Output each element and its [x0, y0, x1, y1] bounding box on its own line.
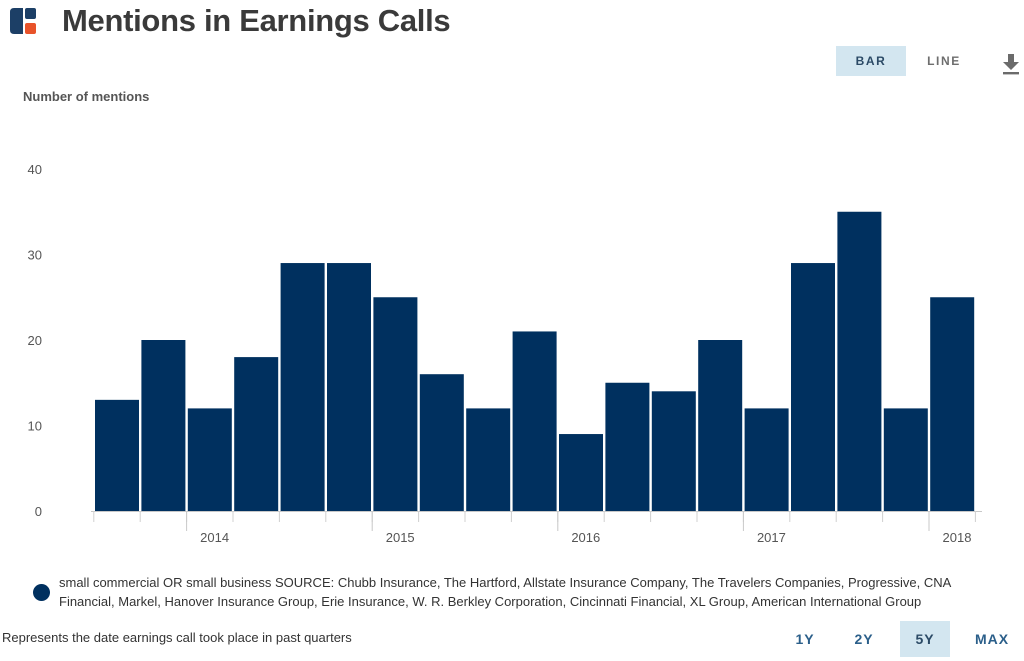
- bar[interactable]: [883, 408, 928, 511]
- bar[interactable]: [327, 263, 371, 511]
- y-tick-label: 0: [35, 504, 42, 519]
- bar[interactable]: [930, 297, 975, 511]
- bar-view-button[interactable]: BAR: [836, 46, 906, 76]
- bar[interactable]: [651, 391, 696, 511]
- range-2y-button[interactable]: 2Y: [843, 621, 885, 657]
- legend-label[interactable]: small commercial OR small business SOURC…: [59, 575, 951, 609]
- x-tick-label: 2017: [757, 530, 786, 545]
- x-tick-label: 2016: [571, 530, 600, 545]
- page-title: Mentions in Earnings Calls: [62, 3, 451, 38]
- bar[interactable]: [744, 408, 789, 511]
- range-5y-button[interactable]: 5Y: [900, 621, 950, 657]
- bar[interactable]: [698, 340, 743, 511]
- bar[interactable]: [419, 374, 464, 511]
- bar[interactable]: [95, 399, 139, 511]
- y-tick-label: 40: [28, 162, 42, 177]
- footnote: Represents the date earnings call took p…: [2, 630, 352, 645]
- legend-marker[interactable]: [33, 584, 50, 601]
- range-1y-button[interactable]: 1Y: [784, 621, 826, 657]
- bar[interactable]: [280, 263, 325, 511]
- range-max-button[interactable]: MAX: [966, 621, 1018, 657]
- bar[interactable]: [466, 408, 511, 511]
- bar[interactable]: [791, 263, 835, 511]
- bar[interactable]: [512, 331, 557, 511]
- bar[interactable]: [234, 357, 279, 511]
- line-view-button[interactable]: LINE: [910, 46, 978, 76]
- download-icon[interactable]: [1000, 52, 1022, 76]
- bar[interactable]: [187, 408, 232, 511]
- company-logo-icon: [10, 8, 36, 34]
- bar[interactable]: [837, 211, 882, 511]
- x-tick-label: 2015: [386, 530, 415, 545]
- y-tick-label: 10: [28, 419, 42, 434]
- bar[interactable]: [373, 297, 418, 511]
- bar[interactable]: [559, 434, 603, 511]
- y-tick-label: 30: [28, 248, 42, 263]
- x-tick-label: 2018: [943, 530, 972, 545]
- bar-chart: 0 10 20 30 40 2014 2015 2016 2017 2018: [28, 162, 982, 545]
- bar[interactable]: [141, 340, 186, 511]
- x-tick-label: 2014: [200, 530, 229, 545]
- bar[interactable]: [605, 382, 650, 511]
- y-tick-label: 20: [28, 333, 42, 348]
- y-axis-label: Number of mentions: [23, 89, 150, 104]
